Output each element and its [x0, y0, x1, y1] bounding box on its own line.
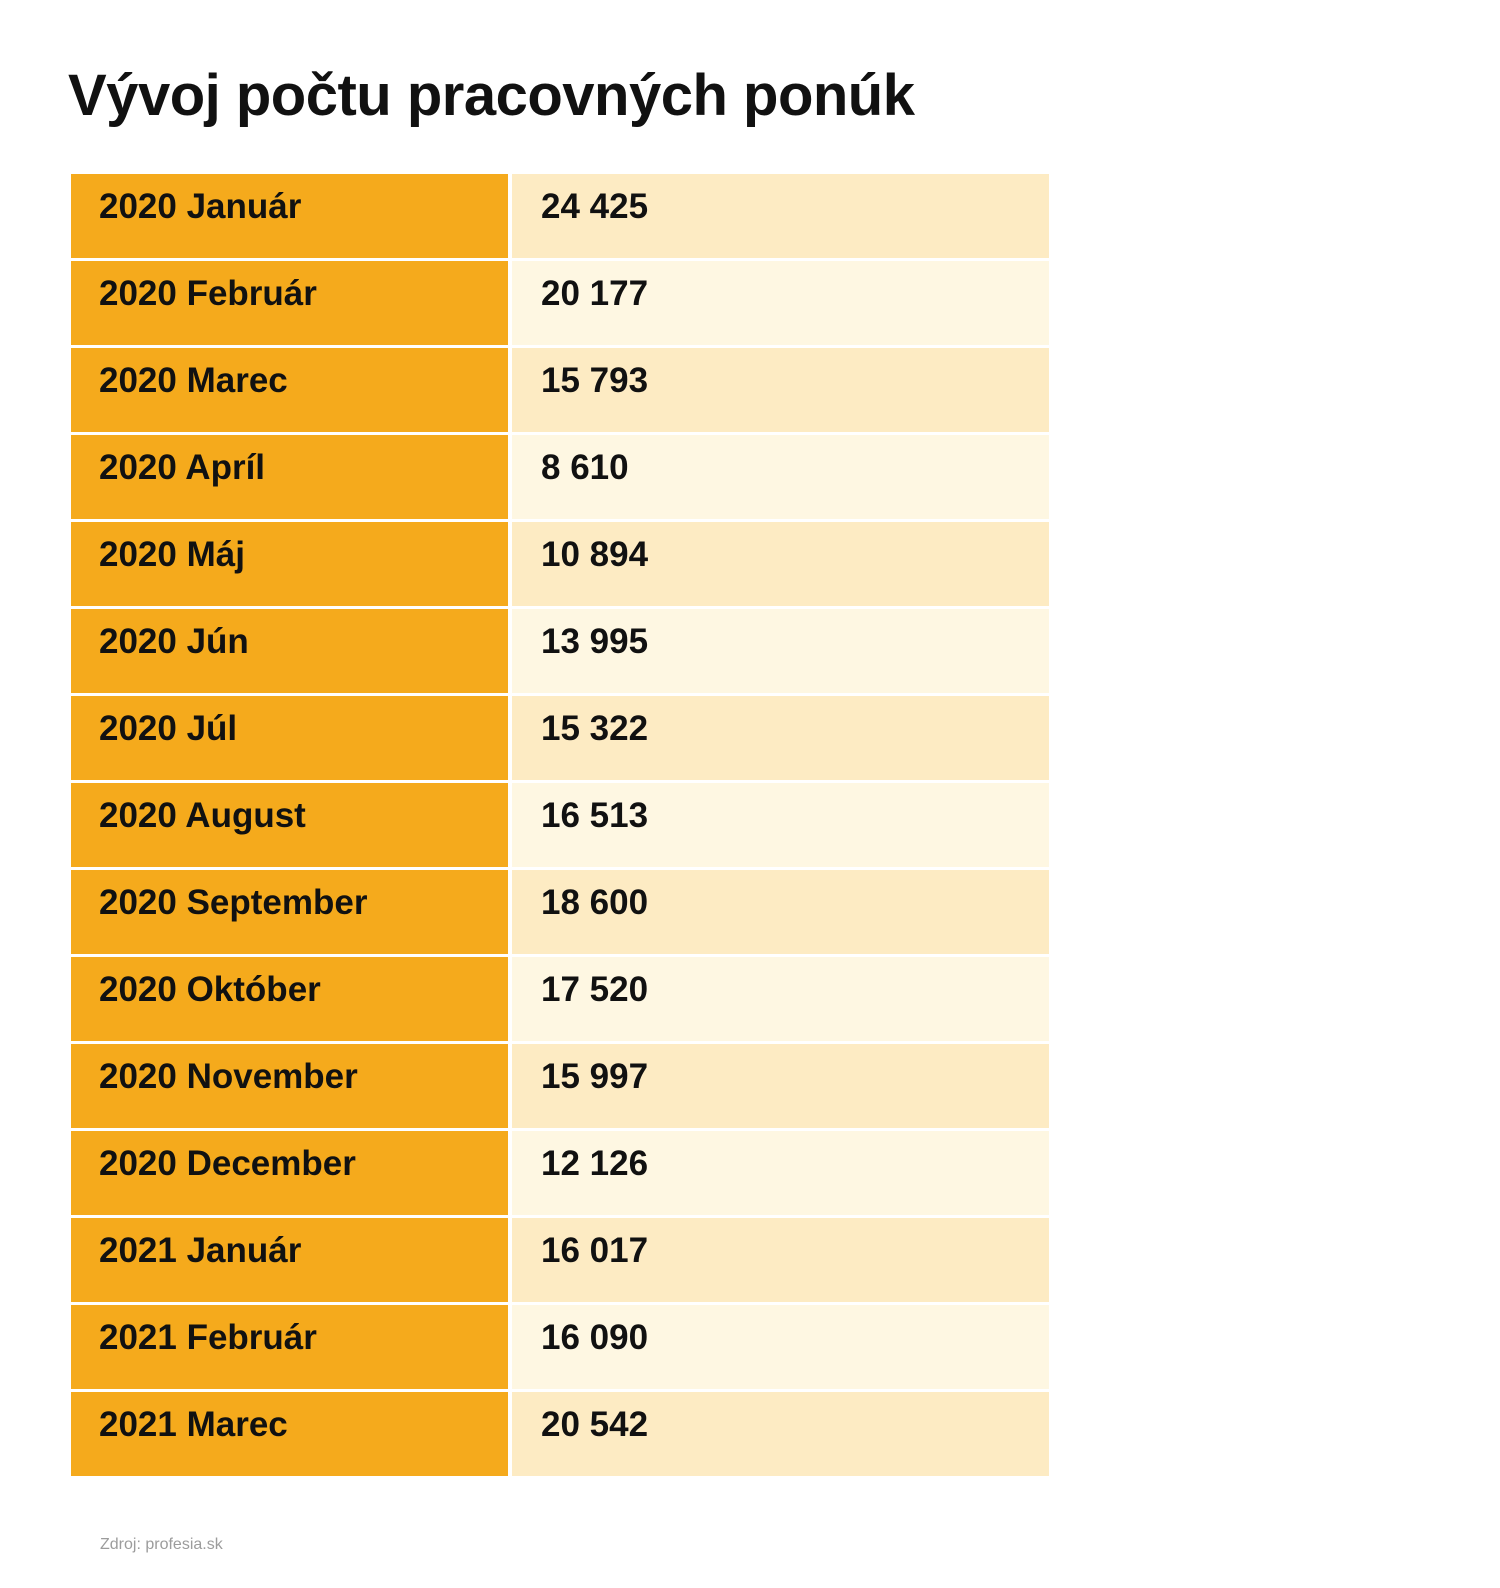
- row-value: 15 997: [512, 1044, 1049, 1128]
- row-label: 2020 Júl: [71, 696, 508, 780]
- source-note: Zdroj: profesia.sk: [100, 1536, 223, 1553]
- row-value: 17 520: [512, 957, 1049, 1041]
- row-label: 2020 Máj: [71, 522, 508, 606]
- table-row: 2021 Február 16 090: [71, 1305, 1119, 1389]
- row-label: 2020 September: [71, 870, 508, 954]
- table-row: 2020 Máj 10 894: [71, 522, 1119, 606]
- row-label: 2020 Apríl: [71, 435, 508, 519]
- table-row: 2020 Január 24 425: [71, 174, 1119, 258]
- row-label: 2020 Október: [71, 957, 508, 1041]
- row-value: 20 177: [512, 261, 1049, 345]
- row-value: 24 425: [512, 174, 1049, 258]
- table-row: 2020 September 18 600: [71, 870, 1119, 954]
- row-value: 12 126: [512, 1131, 1049, 1215]
- row-label: 2020 December: [71, 1131, 508, 1215]
- row-label: 2020 Jún: [71, 609, 508, 693]
- table-row: 2020 Marec 15 793: [71, 348, 1119, 432]
- row-value: 20 542: [512, 1392, 1049, 1476]
- row-label: 2021 Marec: [71, 1392, 508, 1476]
- chart-title: Vývoj počtu pracovných ponúk: [68, 63, 915, 128]
- table-row: 2020 Február 20 177: [71, 261, 1119, 345]
- row-label: 2020 November: [71, 1044, 508, 1128]
- row-label: 2021 Január: [71, 1218, 508, 1302]
- table-row: 2020 December 12 126: [71, 1131, 1119, 1215]
- table-row: 2020 Apríl 8 610: [71, 435, 1119, 519]
- table-row: 2020 August 16 513: [71, 783, 1119, 867]
- table-row: 2020 Október 17 520: [71, 957, 1119, 1041]
- row-value: 16 513: [512, 783, 1049, 867]
- row-label: 2020 Január: [71, 174, 508, 258]
- row-value: 8 610: [512, 435, 1049, 519]
- row-label: 2021 Február: [71, 1305, 508, 1389]
- row-value: 15 322: [512, 696, 1049, 780]
- table-row: 2021 Marec 20 542: [71, 1392, 1119, 1476]
- table-row: 2020 Júl 15 322: [71, 696, 1119, 780]
- row-value: 15 793: [512, 348, 1049, 432]
- row-label: 2020 Marec: [71, 348, 508, 432]
- data-table: 2020 Január 24 425 2020 Február 20 177 2020 …: [71, 174, 1119, 1479]
- table-row: 2021 Január 16 017: [71, 1218, 1119, 1302]
- row-value: 10 894: [512, 522, 1049, 606]
- table-row: 2020 Jún 13 995: [71, 609, 1119, 693]
- row-value: 16 017: [512, 1218, 1049, 1302]
- row-value: 16 090: [512, 1305, 1049, 1389]
- row-value: 18 600: [512, 870, 1049, 954]
- table-row: 2020 November 15 997: [71, 1044, 1119, 1128]
- row-value: 13 995: [512, 609, 1049, 693]
- row-label: 2020 August: [71, 783, 508, 867]
- row-label: 2020 Február: [71, 261, 508, 345]
